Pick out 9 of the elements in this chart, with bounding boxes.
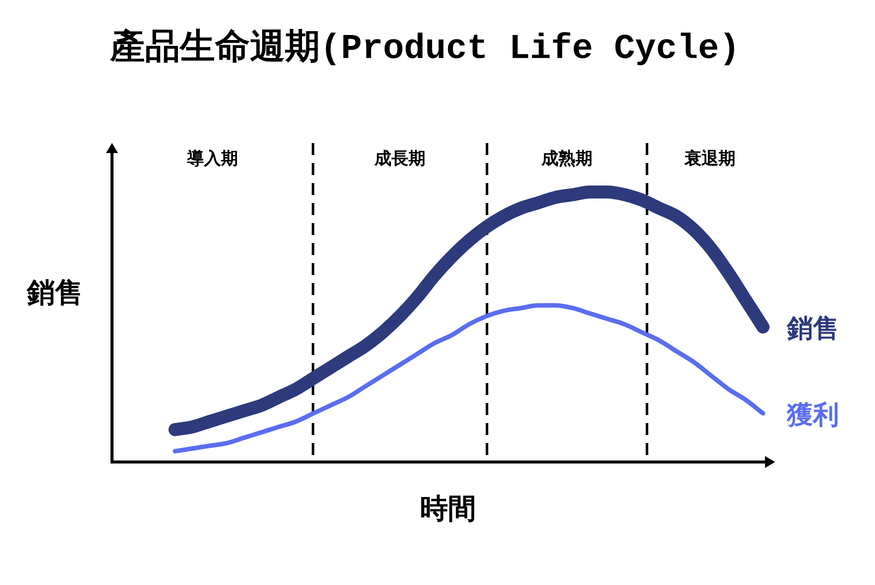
text: 成長期 bbox=[374, 149, 426, 169]
text: 成熟期 bbox=[540, 149, 592, 169]
text: 衰退期 bbox=[684, 149, 736, 169]
x-axis-title: 時間 bbox=[420, 492, 476, 525]
series-label: 獲利 bbox=[786, 400, 839, 430]
chart-title: 產品生命週期(Product Life Cycle) bbox=[108, 28, 740, 69]
text: 導入期 bbox=[186, 149, 238, 169]
y-axis-title: 銷售 bbox=[26, 276, 83, 309]
series-label: 銷售 bbox=[786, 314, 839, 344]
